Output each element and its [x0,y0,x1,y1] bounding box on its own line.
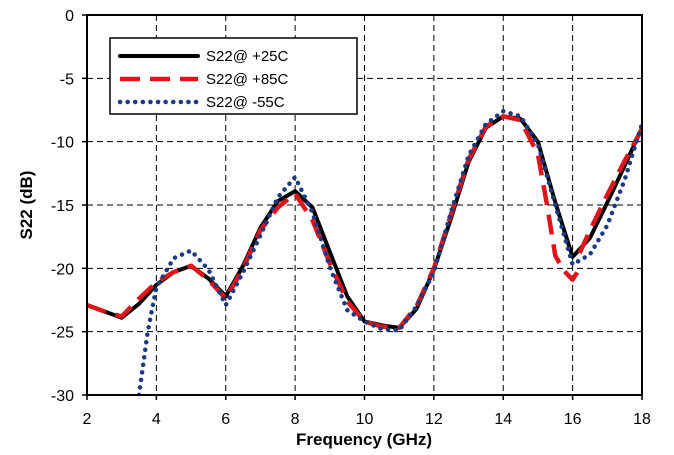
series-line-3 [136,109,642,395]
x-tick-label: 14 [494,411,512,428]
series-line-1 [87,114,584,331]
x-tick-label: 18 [633,411,651,428]
x-tick-labels: 2 4 6 8 10 12 14 16 18 [83,395,651,428]
x-tick-label: 4 [152,411,161,428]
series-layer [87,109,642,395]
x-tick-label: 10 [356,411,374,428]
x-tick-label: 16 [564,411,582,428]
legend-label: S22@ -55C [206,94,285,111]
y-tick-label: -10 [51,135,74,152]
x-tick-label: 6 [221,411,230,428]
y-tick-label: -25 [51,325,74,342]
x-tick-label: 12 [425,411,443,428]
y-tick-label: -15 [51,198,74,215]
x-tick-label: 8 [291,411,300,428]
y-tick-label: -30 [51,388,74,405]
y-tick-label: 0 [65,8,74,25]
y-axis-title: S22 (dB) [17,171,36,240]
legend-label: S22@ +25C [206,48,289,65]
x-tick-label: 2 [83,411,92,428]
x-axis-title: Frequency (GHz) [296,430,432,449]
series-line-2 [577,127,642,255]
legend-label: S22@ +85C [206,71,289,88]
legend: S22@ +25C S22@ +85C S22@ -55C [109,37,358,115]
y-tick-labels: 0 -5 -10 -15 -20 -25 -30 [51,8,87,405]
y-tick-label: -5 [60,71,74,88]
y-tick-label: -20 [51,261,74,278]
